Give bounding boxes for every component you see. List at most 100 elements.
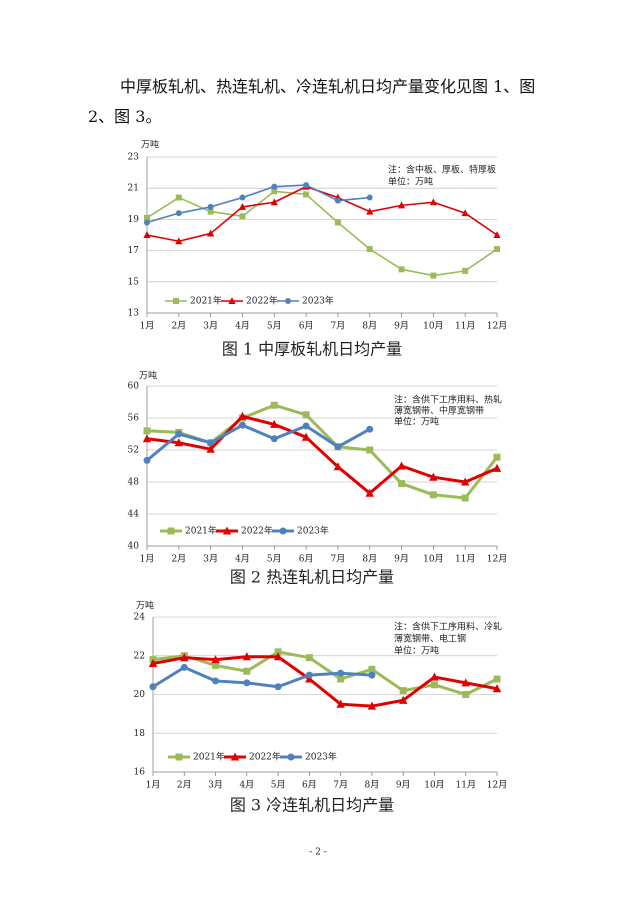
x-tick-label: 1月 [140,321,155,332]
marker [149,683,157,691]
x-tick-label: 6月 [302,780,317,791]
marker [397,461,406,470]
x-tick-label: 12月 [487,780,507,791]
marker [430,272,437,279]
x-tick-label: 1月 [140,554,155,565]
y-tick-label: 13 [128,309,140,319]
marker [333,462,343,471]
marker [493,453,501,461]
marker [274,683,282,691]
x-tick-label: 6月 [299,321,314,332]
x-tick-label: 3月 [208,780,223,791]
y-tick-label: 16 [134,768,146,778]
marker [212,661,220,669]
marker [305,671,313,679]
marker [429,198,437,206]
marker [238,411,247,420]
marker [305,654,313,662]
marker [462,691,470,698]
marker [398,266,405,273]
marker [167,527,175,535]
y-tick-label: 20 [134,690,146,700]
note: 注：含供下工序用料、热轧 [394,394,502,406]
series-line [146,414,498,495]
x-tick-label: 7月 [331,321,346,332]
marker [461,678,470,687]
marker [279,527,287,535]
marker [239,213,246,220]
marker [494,246,500,253]
marker [368,671,376,679]
x-tick-label: 5月 [267,321,282,332]
x-tick-label: 9月 [396,780,411,791]
x-tick-label: 12月 [487,321,507,332]
marker [143,427,151,435]
marker [211,655,220,664]
marker [366,194,373,201]
marker [337,669,345,677]
marker [492,684,502,693]
y-tick-label: 60 [128,382,140,392]
x-tick-label: 7月 [331,554,346,565]
x-tick-label: 10月 [423,321,443,332]
marker [271,188,278,195]
x-tick-label: 11月 [456,780,476,791]
marker [334,443,342,451]
marker [207,203,214,210]
marker [144,219,150,226]
legend-label: 2023年 [297,525,329,537]
marker [493,231,501,238]
marker [462,267,469,274]
marker [175,237,183,245]
marker [366,246,373,253]
marker [334,219,341,226]
marker [207,229,215,237]
x-tick-label: 3月 [203,321,218,332]
marker [366,446,374,454]
x-tick-label: 4月 [235,554,250,565]
marker [366,425,374,433]
marker [143,456,151,464]
marker [270,401,278,409]
marker [270,198,278,206]
marker [175,194,182,201]
marker [207,439,215,447]
marker [461,494,469,502]
x-tick-label: 7月 [333,780,348,791]
y-tick-label: 15 [128,277,140,287]
marker [287,753,295,761]
marker [270,419,279,428]
legend-label: 2022年 [241,525,273,537]
marker [430,672,439,681]
note: 注：含中板、厚板、特厚板 [388,164,496,176]
marker [273,652,283,661]
y-tick-label: 40 [128,542,140,552]
legend-label: 2022年 [246,295,278,307]
x-tick-label: 10月 [424,780,444,791]
x-tick-label: 1月 [146,780,161,791]
note: 单位：万吨 [388,176,433,188]
marker [175,753,183,761]
series-line [146,423,371,462]
marker [460,477,470,486]
y-tick-label: 48 [128,478,140,488]
y-tick-label: 56 [128,414,140,424]
marker [430,681,438,689]
marker [303,182,310,189]
x-tick-label: 9月 [394,321,409,332]
marker [301,432,311,441]
paragraph: 中厚板轧机、热连轧机、冷连轧机日均产量变化见图 1、图 2、图 3。 [88,77,536,126]
legend-label: 2021年 [185,525,217,537]
note: 薄宽钢带、中厚宽钢带 [394,405,484,417]
marker [143,231,151,238]
marker [222,526,232,535]
figure-caption: 图 2 热连轧机日均产量 [230,568,394,587]
note: 单位：万吨 [394,645,439,657]
x-tick-label: 9月 [394,554,409,565]
marker [243,667,251,675]
y-tick-label: 44 [128,510,140,520]
figure-caption: 图 1 中厚板轧机日均产量 [222,340,402,359]
marker [461,209,469,217]
marker [337,675,345,683]
